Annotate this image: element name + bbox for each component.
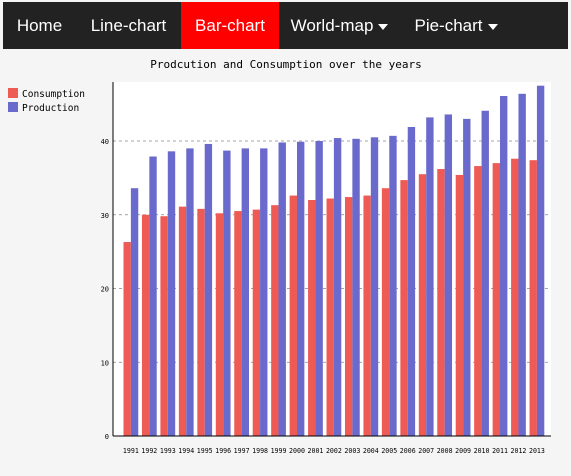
bar-production-2010[interactable] xyxy=(481,110,489,436)
legend-swatch-production xyxy=(8,102,18,112)
chevron-down-icon xyxy=(378,23,389,30)
nav-world-map-label: World-map xyxy=(290,15,374,35)
bar-production-2004[interactable] xyxy=(370,137,379,436)
x-tick-label: 2009 xyxy=(455,447,471,455)
x-tick-label: 2002 xyxy=(326,447,342,455)
x-tick-label: 1997 xyxy=(234,447,250,455)
chart-area: Prodcution and Consumption over the year… xyxy=(3,49,568,471)
bar-production-1992[interactable] xyxy=(149,156,157,436)
bar-consumption-2000[interactable] xyxy=(289,195,297,436)
bars xyxy=(123,85,545,437)
x-tick-label: 1993 xyxy=(160,447,176,455)
bar-production-1997[interactable] xyxy=(241,148,249,437)
chart-title: Prodcution and Consumption over the year… xyxy=(150,58,422,71)
bar-production-2006[interactable] xyxy=(407,126,416,437)
legend-label-consumption[interactable]: Consumption xyxy=(22,89,85,100)
bar-consumption-2008[interactable] xyxy=(437,169,445,436)
bar-production-1998[interactable] xyxy=(260,148,268,437)
x-tick-label: 2007 xyxy=(418,447,434,455)
x-tick-label: 1998 xyxy=(252,447,268,455)
bar-production-1993[interactable] xyxy=(167,151,176,436)
x-tick-label: 2001 xyxy=(308,447,324,455)
bar-consumption-1994[interactable] xyxy=(178,206,187,436)
nav-pie-chart[interactable]: Pie-chart xyxy=(400,2,512,49)
bar-production-2001[interactable] xyxy=(315,141,323,436)
nav-line-chart[interactable]: Line-chart xyxy=(76,2,181,49)
x-tick-label: 1992 xyxy=(141,447,157,455)
y-tick-label: 40 xyxy=(101,138,109,146)
bar-production-1995[interactable] xyxy=(204,143,213,436)
y-tick-label: 20 xyxy=(101,286,109,294)
bar-consumption-1993[interactable] xyxy=(160,216,168,436)
bar-consumption-2001[interactable] xyxy=(308,200,316,436)
y-tick-label: 0 xyxy=(105,433,109,441)
bar-consumption-2013[interactable] xyxy=(529,160,537,436)
bar-production-2003[interactable] xyxy=(352,138,360,436)
bar-consumption-2006[interactable] xyxy=(400,180,408,436)
x-tick-label: 1995 xyxy=(197,447,213,455)
x-tick-label: 2003 xyxy=(344,447,360,455)
x-tick-label: 2012 xyxy=(511,447,527,455)
bar-production-2008[interactable] xyxy=(444,114,453,436)
bar-consumption-2012[interactable] xyxy=(511,158,519,436)
bar-consumption-2004[interactable] xyxy=(363,195,371,436)
legend-swatch-consumption xyxy=(8,88,18,98)
bar-consumption-1997[interactable] xyxy=(234,211,242,436)
x-tick-label: 1996 xyxy=(215,447,231,455)
navbar: Home Line-chart Bar-chart World-map Pie-… xyxy=(3,2,568,49)
bar-consumption-2002[interactable] xyxy=(326,198,334,436)
x-tick-label: 2000 xyxy=(289,447,305,455)
bar-production-1994[interactable] xyxy=(186,148,194,437)
x-tick-label: 2006 xyxy=(400,447,416,455)
x-tick-label: 2010 xyxy=(474,447,490,455)
bar-consumption-1995[interactable] xyxy=(197,208,205,436)
bar-consumption-1998[interactable] xyxy=(252,209,261,436)
bar-production-1996[interactable] xyxy=(223,150,231,436)
nav-bar-chart[interactable]: Bar-chart xyxy=(181,2,279,49)
nav-home-label: Home xyxy=(16,15,63,35)
x-tick-label: 2004 xyxy=(363,447,379,455)
y-tick-label: 30 xyxy=(101,212,109,220)
bar-consumption-1999[interactable] xyxy=(271,205,279,436)
bar-consumption-2009[interactable] xyxy=(455,174,464,436)
x-tick-label: 2013 xyxy=(529,447,545,455)
bar-production-2005[interactable] xyxy=(389,135,397,436)
bar-consumption-2005[interactable] xyxy=(381,188,390,436)
x-tick-label: 2005 xyxy=(381,447,397,455)
bar-consumption-2011[interactable] xyxy=(492,163,501,437)
nav-bar-chart-label: Bar-chart xyxy=(195,15,265,35)
x-tick-label: 1991 xyxy=(123,447,139,455)
bar-consumption-1992[interactable] xyxy=(141,214,150,436)
bar-consumption-2007[interactable] xyxy=(418,174,427,436)
y-tick-label: 10 xyxy=(101,359,109,367)
bar-production-2000[interactable] xyxy=(296,141,305,436)
x-tick-label: 1994 xyxy=(178,447,194,455)
bar-production-2009[interactable] xyxy=(463,118,471,437)
x-tick-label: 1999 xyxy=(271,447,287,455)
bar-consumption-1996[interactable] xyxy=(215,213,224,436)
x-tick-labels: 1991 1992 1993 1994 1995 1996 1997 1998 1999 2000… xyxy=(123,447,545,455)
bar-consumption-2003[interactable] xyxy=(344,197,353,436)
nav-home[interactable]: Home xyxy=(3,2,76,49)
nav-pie-chart-label: Pie-chart xyxy=(414,15,483,35)
x-tick-label: 2008 xyxy=(437,447,453,455)
nav-world-map[interactable]: World-map xyxy=(279,2,400,49)
y-tick-labels: 0 10 20 30 40 xyxy=(101,138,109,441)
bar-production-1991[interactable] xyxy=(130,188,139,436)
bar-production-2013[interactable] xyxy=(536,85,545,436)
chevron-down-icon xyxy=(487,23,498,30)
legend-label-production[interactable]: Production xyxy=(22,103,79,114)
bar-consumption-2010[interactable] xyxy=(474,166,482,436)
bar-production-2011[interactable] xyxy=(500,96,508,436)
bar-consumption-1991[interactable] xyxy=(123,242,131,436)
bar-production-1999[interactable] xyxy=(278,142,286,436)
bar-production-2012[interactable] xyxy=(518,93,526,437)
nav-line-chart-label: Line-chart xyxy=(90,15,167,35)
bar-production-2002[interactable] xyxy=(333,138,342,437)
bar-production-2007[interactable] xyxy=(426,117,434,437)
x-tick-label: 2011 xyxy=(492,447,508,455)
bar-chart: Prodcution and Consumption over the year… xyxy=(8,58,551,455)
